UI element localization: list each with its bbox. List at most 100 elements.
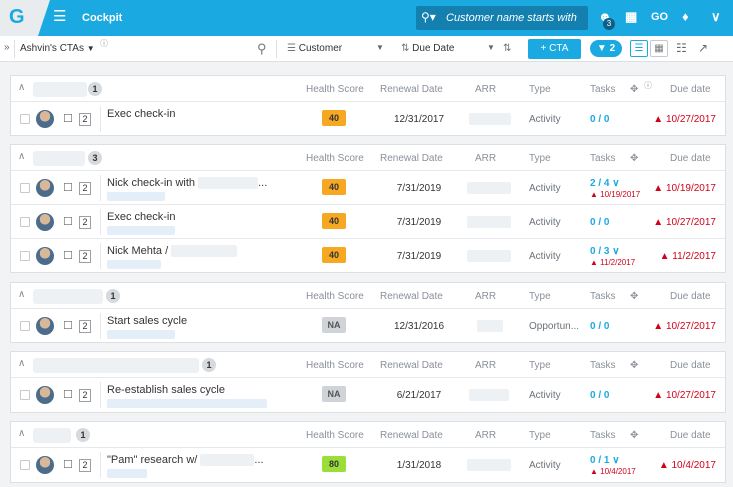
- hamburger-icon[interactable]: ☰: [53, 8, 67, 25]
- search-icon[interactable]: ⚲▾: [421, 10, 436, 24]
- tasks-progress[interactable]: 0 / 0: [590, 390, 610, 401]
- cta-row[interactable]: ☐ 2 Nick check-in with ... 40 7/31/2019 …: [11, 171, 725, 205]
- hierarchy-icon[interactable]: ▦: [625, 9, 638, 24]
- chevron-up-icon[interactable]: ∧: [18, 289, 26, 300]
- group-header[interactable]: ∧ 1 Health Score Renewal Date ARR Type T…: [11, 283, 725, 309]
- cta-name[interactable]: Nick check-in with ...: [107, 177, 268, 190]
- tasks-progress[interactable]: 0 / 0: [590, 217, 610, 228]
- col-renewal-date: Renewal Date: [380, 84, 443, 95]
- row-checkbox[interactable]: [20, 460, 30, 470]
- toolbar-divider: [276, 40, 277, 58]
- tasks-due-date: 11/2/2017: [600, 258, 636, 267]
- customer-search[interactable]: ⚲▾: [416, 6, 588, 30]
- app-logo[interactable]: G: [0, 0, 38, 36]
- move-icon[interactable]: ✥: [630, 153, 639, 164]
- col-arr: ARR: [475, 360, 497, 371]
- avatar: [36, 110, 54, 128]
- sort-by-dropdown[interactable]: ⇅ Due Date ▼: [401, 43, 495, 54]
- move-icon[interactable]: ✥: [630, 291, 639, 302]
- bookmark-icon[interactable]: ☐: [63, 389, 73, 401]
- row-divider: [100, 106, 101, 132]
- row-checkbox[interactable]: [20, 217, 30, 227]
- row-divider: [100, 175, 101, 201]
- expand-panel-icon[interactable]: »: [4, 42, 10, 53]
- cta-name[interactable]: Nick Mehta /: [107, 245, 238, 258]
- filter-button[interactable]: ▼ 2: [590, 40, 622, 57]
- bookmark-icon[interactable]: ☐: [63, 216, 73, 228]
- info-icon[interactable]: ⓘ: [644, 81, 652, 90]
- cta-name[interactable]: Exec check-in: [107, 211, 176, 223]
- bookmark-icon[interactable]: ☐: [63, 320, 73, 332]
- cta-row[interactable]: ☐ 2 Re-establish sales cycle NA 6/21/201…: [11, 378, 725, 412]
- calendar-view-icon[interactable]: ▦: [650, 40, 668, 57]
- tasks-progress[interactable]: 0 / 1 ∨ ▲ 10/4/2017: [590, 455, 636, 476]
- customer-group: ∧ 1 Health Score Renewal Date ARR Type T…: [10, 421, 726, 483]
- cta-name[interactable]: Start sales cycle: [107, 315, 188, 327]
- customer-name-redacted: [33, 358, 199, 373]
- bookmark-icon[interactable]: ☐: [63, 113, 73, 125]
- bookmark-icon[interactable]: ☐: [63, 182, 73, 194]
- customer-group: ∧ 3 Health Score Renewal Date ARR Type T…: [10, 144, 726, 273]
- filter-icon: ▼: [596, 43, 607, 54]
- col-tasks: Tasks: [590, 430, 616, 441]
- chevron-up-icon[interactable]: ∧: [18, 82, 26, 93]
- tasks-count: 2 / 4: [590, 178, 610, 189]
- cta-row[interactable]: ☐ 2 Start sales cycle NA 12/31/2016 Oppo…: [11, 309, 725, 343]
- arr-value-redacted: [467, 459, 511, 471]
- tasks-progress[interactable]: 0 / 0: [590, 114, 610, 125]
- group-header[interactable]: ∧ 3 Health Score Renewal Date ARR Type T…: [11, 145, 725, 171]
- arr-value-redacted: [469, 113, 511, 125]
- group-header[interactable]: ∧ 1 Health Score Renewal Date ARR Type T…: [11, 422, 725, 448]
- move-icon[interactable]: ✥: [630, 430, 639, 441]
- bookmark-icon[interactable]: ☐: [63, 459, 73, 471]
- list-view-icon[interactable]: ☰: [630, 40, 648, 57]
- search-icon[interactable]: ⚲: [257, 41, 267, 56]
- collapse-chevron-icon[interactable]: ∨: [711, 9, 721, 24]
- renewal-date: 12/31/2017: [393, 114, 445, 125]
- tasks-progress[interactable]: 0 / 3 ∨ ▲ 11/2/2017: [590, 246, 635, 267]
- cta-name-ellipsis: ...: [258, 177, 268, 189]
- col-tasks: Tasks: [590, 360, 616, 371]
- col-health-score: Health Score: [306, 430, 364, 441]
- cta-row[interactable]: ☐ 2 Nick Mehta / 40 7/31/2019 Activity 0…: [11, 239, 725, 273]
- cta-row[interactable]: ☐ 2 Exec check-in 40 7/31/2019 Activity …: [11, 205, 725, 239]
- row-checkbox[interactable]: [20, 183, 30, 193]
- move-icon[interactable]: ✥: [630, 360, 639, 371]
- cta-row[interactable]: ☐ 2 "Pam" research w/ ... 80 1/31/2018 A…: [11, 448, 725, 482]
- row-checkbox[interactable]: [20, 390, 30, 400]
- chevron-up-icon[interactable]: ∧: [18, 358, 26, 369]
- health-score-badge: 40: [322, 247, 346, 263]
- tasks-progress[interactable]: 0 / 0: [590, 321, 610, 332]
- cta-name[interactable]: "Pam" research w/ ...: [107, 454, 264, 467]
- chevron-up-icon[interactable]: ∧: [18, 151, 26, 162]
- chevron-up-icon[interactable]: ∧: [18, 428, 26, 439]
- move-icon[interactable]: ✥: [630, 84, 639, 95]
- search-input[interactable]: [446, 10, 582, 26]
- col-type: Type: [529, 153, 551, 164]
- tasks-due-date: 10/19/2017: [600, 190, 641, 199]
- sort-direction-icon[interactable]: ⇅: [503, 43, 512, 54]
- tasks-due: ▲ 10/4/2017: [590, 467, 636, 476]
- clipboard-icon[interactable]: ☷: [676, 41, 687, 55]
- group-header[interactable]: ∧ 1 Health Score Renewal Date ARR Type T…: [11, 76, 725, 102]
- add-cta-button[interactable]: + CTA: [528, 39, 581, 59]
- group-count-badge: 1: [202, 358, 216, 372]
- tasks-progress[interactable]: 2 / 4 ∨ ▲ 10/19/2017: [590, 178, 640, 199]
- group-by-dropdown[interactable]: ☰ Customer ▼: [287, 43, 384, 54]
- group-header[interactable]: ∧ 1 Health Score Renewal Date ARR Type T…: [11, 352, 725, 378]
- cta-name[interactable]: Exec check-in: [107, 108, 176, 120]
- bookmark-icon[interactable]: ☐: [63, 250, 73, 262]
- row-checkbox[interactable]: [20, 321, 30, 331]
- cta-name[interactable]: Re-establish sales cycle: [107, 384, 225, 396]
- row-checkbox[interactable]: [20, 114, 30, 124]
- group-count-badge: 1: [106, 289, 120, 303]
- external-link-icon[interactable]: ↗: [698, 41, 709, 55]
- row-divider: [100, 243, 101, 269]
- due-date: ▲ 10/27/2017: [653, 390, 716, 401]
- cta-list-dropdown[interactable]: Ashvin's CTAs ▼: [20, 43, 95, 54]
- go-button[interactable]: GO: [651, 11, 669, 23]
- cta-row[interactable]: ☐ 2 Exec check-in 40 12/31/2017 Activity…: [11, 102, 725, 136]
- info-icon[interactable]: ⓘ: [100, 39, 108, 48]
- bell-icon[interactable]: ♦: [682, 9, 689, 24]
- row-checkbox[interactable]: [20, 251, 30, 261]
